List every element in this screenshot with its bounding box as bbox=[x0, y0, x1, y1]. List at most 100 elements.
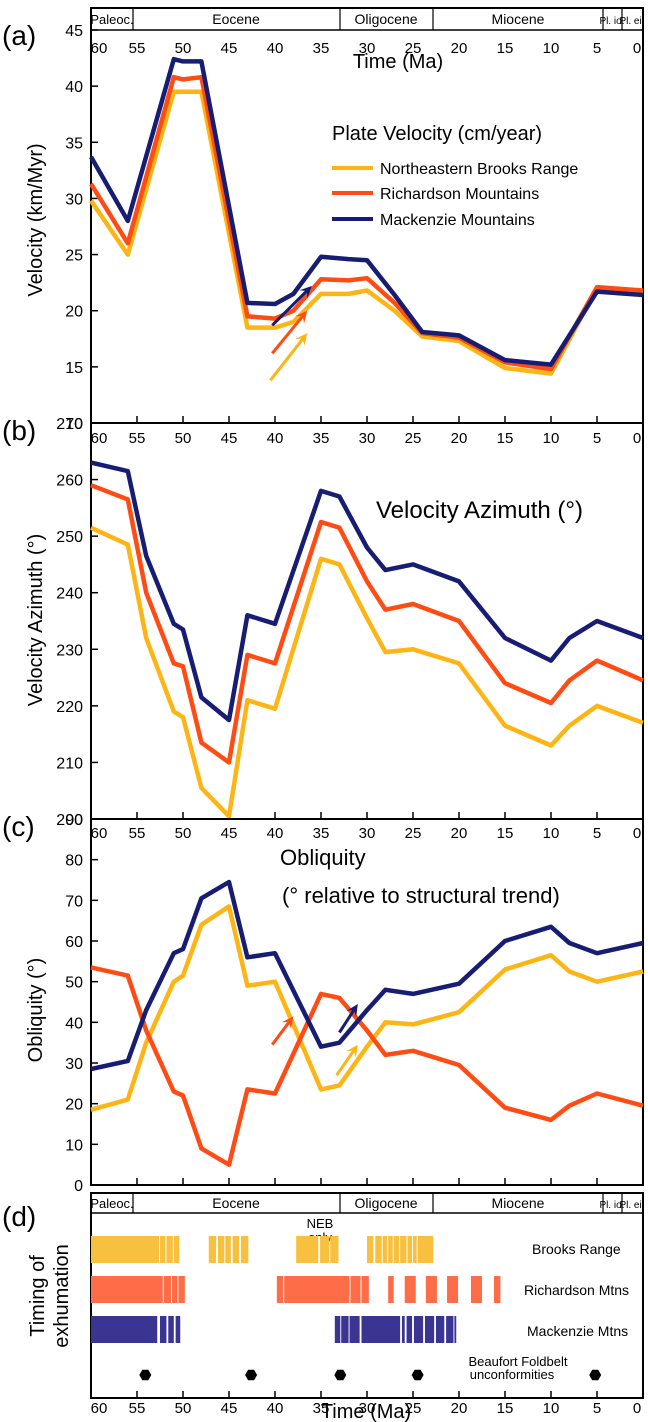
exhumation-bar-brooks-range bbox=[296, 1236, 319, 1263]
panel-d-y-label-2: exhumation bbox=[51, 1244, 73, 1347]
x-tick-label: 40 bbox=[267, 1400, 284, 1417]
series-line-richardson-mountains bbox=[90, 965, 644, 1167]
y-tick-label: 50 bbox=[65, 975, 83, 992]
y-tick-label: 200 bbox=[56, 812, 83, 829]
x-tick-label: 50 bbox=[175, 40, 192, 57]
panel-d-bars bbox=[91, 1236, 501, 1343]
series-line-mackenzie-mountains bbox=[90, 879, 644, 1072]
series-line-mackenzie-mountains bbox=[90, 460, 644, 723]
x-tick-label: 60 bbox=[91, 430, 108, 447]
x-tick-label: 15 bbox=[497, 1400, 514, 1417]
y-tick-label: 60 bbox=[65, 934, 83, 951]
x-tick-label: 10 bbox=[543, 430, 560, 447]
x-tick-label: 55 bbox=[129, 40, 146, 57]
unconformity-marker bbox=[589, 1369, 602, 1381]
epoch-paleocene: Paleoc. bbox=[90, 12, 133, 27]
d-epoch-oligocene: Oligocene bbox=[354, 1195, 417, 1211]
exhumation-bar-brooks-range bbox=[417, 1236, 434, 1263]
x-tick-label: 50 bbox=[175, 430, 192, 447]
legend-label-mackenzie: Mackenzie Mountains bbox=[380, 212, 535, 229]
y-tick-label: 250 bbox=[56, 529, 83, 546]
x-tick-label: 10 bbox=[543, 1400, 560, 1417]
panel-d-x-title: Time (Ma) bbox=[321, 1401, 411, 1422]
exhumation-bar-mackenzie-mtns bbox=[349, 1316, 360, 1343]
exhumation-bar-brooks-range bbox=[208, 1236, 217, 1263]
unconformity-marker bbox=[334, 1369, 347, 1381]
d-epoch-paleocene: Paleoc. bbox=[90, 1196, 133, 1211]
exhumation-bar-mackenzie-mtns bbox=[341, 1316, 349, 1343]
panel-a-y-label: Velocity (km/Myr) bbox=[25, 143, 47, 296]
legend-label-richardson: Richardson Mountains bbox=[380, 186, 539, 203]
x-tick-label: 40 bbox=[267, 825, 284, 842]
row-label-mackenzie: Mackenzie Mtns bbox=[527, 1323, 628, 1339]
panel-c-inner-title-1: Obliquity bbox=[280, 845, 366, 870]
row-label-brooks: Brooks Range bbox=[532, 1241, 621, 1257]
y-tick-label: 230 bbox=[56, 642, 83, 659]
x-tick-label: 35 bbox=[313, 40, 330, 57]
exhumation-bar-brooks-range bbox=[367, 1236, 374, 1263]
epoch-pleistocene: Pl. ei. bbox=[619, 16, 644, 27]
motion-arrow bbox=[271, 289, 309, 327]
series-line-mackenzie-mountains bbox=[89, 56, 644, 367]
exhumation-bar-richardson-mtns bbox=[276, 1276, 284, 1303]
panel-a-epochs: Paleoc. Eocene Oligocene Miocene Pl. io.… bbox=[90, 8, 645, 30]
x-tick-label: 25 bbox=[405, 1400, 422, 1417]
exhumation-bar-mackenzie-mtns bbox=[454, 1316, 457, 1343]
exhumation-bar-mackenzie-mtns bbox=[334, 1316, 341, 1343]
exhumation-bar-brooks-range bbox=[393, 1236, 400, 1263]
y-tick-label: 80 bbox=[65, 853, 83, 870]
y-tick-label: 10 bbox=[65, 416, 83, 433]
x-tick-label: 20 bbox=[451, 825, 468, 842]
exhumation-bar-mackenzie-mtns bbox=[401, 1316, 405, 1343]
exhumation-bar-richardson-mtns bbox=[361, 1276, 369, 1303]
exhumation-bar-brooks-range bbox=[240, 1236, 249, 1263]
panel-d-epochs: Paleoc. Eocene Oligocene Miocene Pl. io.… bbox=[90, 1193, 645, 1213]
x-tick-label: 25 bbox=[405, 430, 422, 447]
exhumation-bar-brooks-range bbox=[173, 1236, 180, 1263]
x-tick-label: 35 bbox=[313, 430, 330, 447]
y-tick-label: 270 bbox=[56, 416, 83, 433]
series-line-northeastern-brooks-range bbox=[90, 525, 644, 819]
x-tick-label: 55 bbox=[129, 430, 146, 447]
x-tick-label: 50 bbox=[175, 825, 192, 842]
y-tick-label: 0 bbox=[74, 1178, 83, 1195]
exhumation-bar-mackenzie-mtns bbox=[436, 1316, 445, 1343]
panel-d-y-label-1: Timing of bbox=[27, 1255, 49, 1337]
exhumation-bar-brooks-range bbox=[225, 1236, 231, 1263]
motion-arrow-head bbox=[281, 1016, 294, 1030]
x-tick-label: 45 bbox=[221, 1400, 238, 1417]
x-tick-label: 10 bbox=[543, 825, 560, 842]
unconformity-marker bbox=[139, 1369, 152, 1381]
motion-arrow bbox=[269, 336, 305, 382]
panel-c-series bbox=[90, 879, 644, 1167]
exhumation-bar-richardson-mtns bbox=[171, 1276, 178, 1303]
exhumation-bar-richardson-mtns bbox=[447, 1276, 459, 1303]
x-tick-label: 30 bbox=[359, 430, 376, 447]
motion-arrow-head bbox=[299, 286, 312, 299]
y-tick-label: 90 bbox=[65, 812, 83, 829]
series-line-northeastern-brooks-range bbox=[90, 904, 644, 1112]
x-tick-label: 50 bbox=[175, 1400, 192, 1417]
x-tick-label: 5 bbox=[593, 1400, 601, 1417]
unconformity-marker bbox=[245, 1369, 258, 1381]
exhumation-bar-brooks-range bbox=[388, 1236, 393, 1263]
panel-b-letter: (b) bbox=[2, 415, 36, 446]
x-tick-label: 40 bbox=[267, 40, 284, 57]
exhumation-bar-mackenzie-mtns bbox=[406, 1316, 413, 1343]
motion-arrow bbox=[335, 1048, 356, 1077]
y-tick-label: 20 bbox=[65, 1097, 83, 1114]
x-tick-label: 10 bbox=[543, 40, 560, 57]
panel-c-frame bbox=[90, 818, 644, 1186]
series-line-northeastern-brooks-range bbox=[89, 89, 644, 376]
y-tick-label: 240 bbox=[56, 586, 83, 603]
y-tick-label: 40 bbox=[65, 1015, 83, 1032]
x-tick-label: 35 bbox=[313, 825, 330, 842]
exhumation-bar-mackenzie-mtns bbox=[175, 1316, 181, 1343]
x-tick-label: 0 bbox=[633, 825, 641, 842]
panel-d-ticks: 60 55 50 45 40 35 30 25 20 15 10 5 0 bbox=[90, 1391, 644, 1417]
panel-d-letter: (d) bbox=[2, 1201, 36, 1232]
motion-arrow bbox=[338, 1008, 356, 1034]
panel-a-inner-title: Plate Velocity (cm/year) bbox=[332, 123, 542, 145]
panel-c-inner-title-2: (° relative to structural trend) bbox=[282, 883, 560, 908]
y-tick-label: 40 bbox=[65, 79, 83, 96]
